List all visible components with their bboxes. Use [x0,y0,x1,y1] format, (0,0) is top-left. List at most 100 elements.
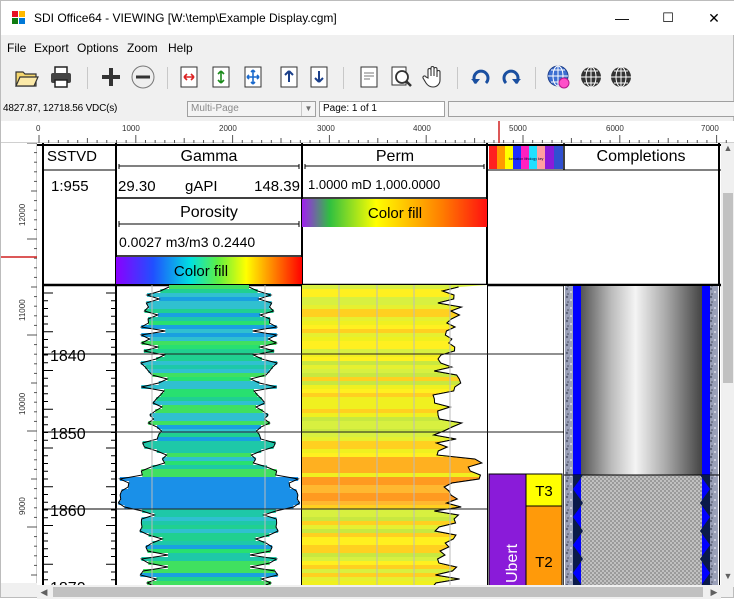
scroll-up-icon[interactable]: ▲ [723,143,733,153]
chevron-down-icon[interactable]: ▼ [301,102,315,116]
gamma-track-title: Gamma [181,148,238,165]
page-up-icon[interactable] [275,63,303,91]
perm-band [302,449,487,453]
menu-options[interactable]: Options [77,41,119,55]
gamma-band [168,285,250,289]
perm-band [302,549,487,553]
display-canvas[interactable]: SSTVD 1:955 Gamma 29.30 gAPI 148.39 Poro… [37,143,721,587]
perm-band [302,501,487,505]
perm-band [302,441,487,445]
vertical-scroll-thumb[interactable] [723,193,733,383]
perm-track-title: Perm [376,148,414,165]
gamma-band [119,477,299,481]
gamma-band [128,485,290,489]
scroll-left-icon[interactable]: ◀ [40,587,48,597]
perm-band [302,333,487,337]
zone-label: T3 [535,483,553,500]
zoom-in-icon[interactable] [97,63,125,91]
view-mode-value: Multi-Page [191,103,239,114]
gamma-band [142,441,276,445]
perm-band [302,405,487,409]
globe-pink-icon[interactable] [545,63,573,91]
vertical-scrollbar[interactable]: ▲ ▼ [721,143,734,587]
gamma-band [148,421,270,425]
perm-band [302,493,487,497]
toolbar-separator [343,67,344,89]
gamma-band [157,437,261,441]
pan-hand-icon[interactable] [419,63,447,91]
gamma-band [144,309,274,313]
perm-scale: 1.0000 mD 1,000.0000 [308,177,440,192]
perm-band [302,353,487,357]
menu-zoom[interactable]: Zoom [127,41,158,55]
perm-band [302,389,487,393]
gamma-band [139,529,279,533]
toolbar-separator [535,67,536,89]
gamma-band [118,501,300,505]
gamma-max: 148.39 [254,178,300,195]
porosity-scale: 0.0027 m3/m3 0.2440 [119,234,255,250]
gamma-band [145,545,273,549]
perm-band [302,385,487,389]
rotate-left-icon[interactable] [467,63,495,91]
close-button[interactable]: ✕ [708,9,720,26]
gamma-band [141,341,277,345]
gamma-band [146,301,272,305]
gamma-band [147,549,271,553]
rotate-right-icon[interactable] [497,63,525,91]
gamma-band [160,289,258,293]
open-folder-icon[interactable] [13,63,41,91]
perm-band [302,297,487,301]
fit-height-icon[interactable] [207,63,235,91]
perm-band [302,417,487,421]
horizontal-scrollbar[interactable]: ◀ ▶ [37,585,721,599]
magnifier-icon[interactable] [387,63,415,91]
zoom-out-icon[interactable] [129,63,157,91]
menu-help[interactable]: Help [168,41,193,55]
perm-band [302,457,487,461]
ruler-ticks: 12000 11000 10000 9000 800 [1,143,37,576]
menu-bar: File Export Options Zoom Help [1,39,734,59]
scroll-right-icon[interactable]: ▶ [710,587,718,597]
perm-band [302,489,487,493]
title-bar[interactable]: SDI Office64 - VIEWING [W:\temp\Example … [1,1,734,35]
horizontal-scroll-thumb[interactable] [53,587,703,597]
scroll-down-icon[interactable]: ▼ [723,571,733,581]
minimize-button[interactable]: — [615,10,629,26]
gamma-band [120,497,298,501]
gamma-band [143,569,275,573]
perm-band [302,453,487,457]
perm-band [302,557,487,561]
maximize-button[interactable]: ☐ [662,10,674,25]
gamma-band [156,577,262,581]
perm-band [302,477,487,481]
well-log-display: SSTVD 1:955 Gamma 29.30 gAPI 148.39 Poro… [37,143,721,587]
view-mode-select[interactable]: Multi-Page ▼ [187,101,316,117]
page-down-icon[interactable] [305,63,333,91]
perm-band [302,569,487,573]
print-icon[interactable] [47,63,75,91]
zone-track: Ubert T3 T2 [487,285,565,587]
gamma-band [153,401,265,405]
gamma-band [152,541,266,545]
menu-export[interactable]: Export [34,41,69,55]
gamma-band [141,469,277,473]
perm-band [302,421,487,425]
gamma-band [149,337,269,341]
perm-band [302,573,487,577]
page-icon[interactable] [355,63,383,91]
gamma-band [148,369,270,373]
perm-band [302,497,487,501]
perm-band [302,313,487,317]
menu-file[interactable]: File [7,41,27,55]
gamma-band [167,565,251,569]
globe-icon[interactable] [577,63,605,91]
gamma-band [144,445,274,449]
fit-width-icon[interactable] [175,63,203,91]
fit-all-icon[interactable] [239,63,267,91]
perm-band [302,285,487,289]
perm-band [302,341,487,345]
perm-band [302,373,487,377]
cursor-coordinates: 4827.87, 12718.56 VDC(s) [3,103,118,114]
globe-icon-2[interactable] [607,63,635,91]
